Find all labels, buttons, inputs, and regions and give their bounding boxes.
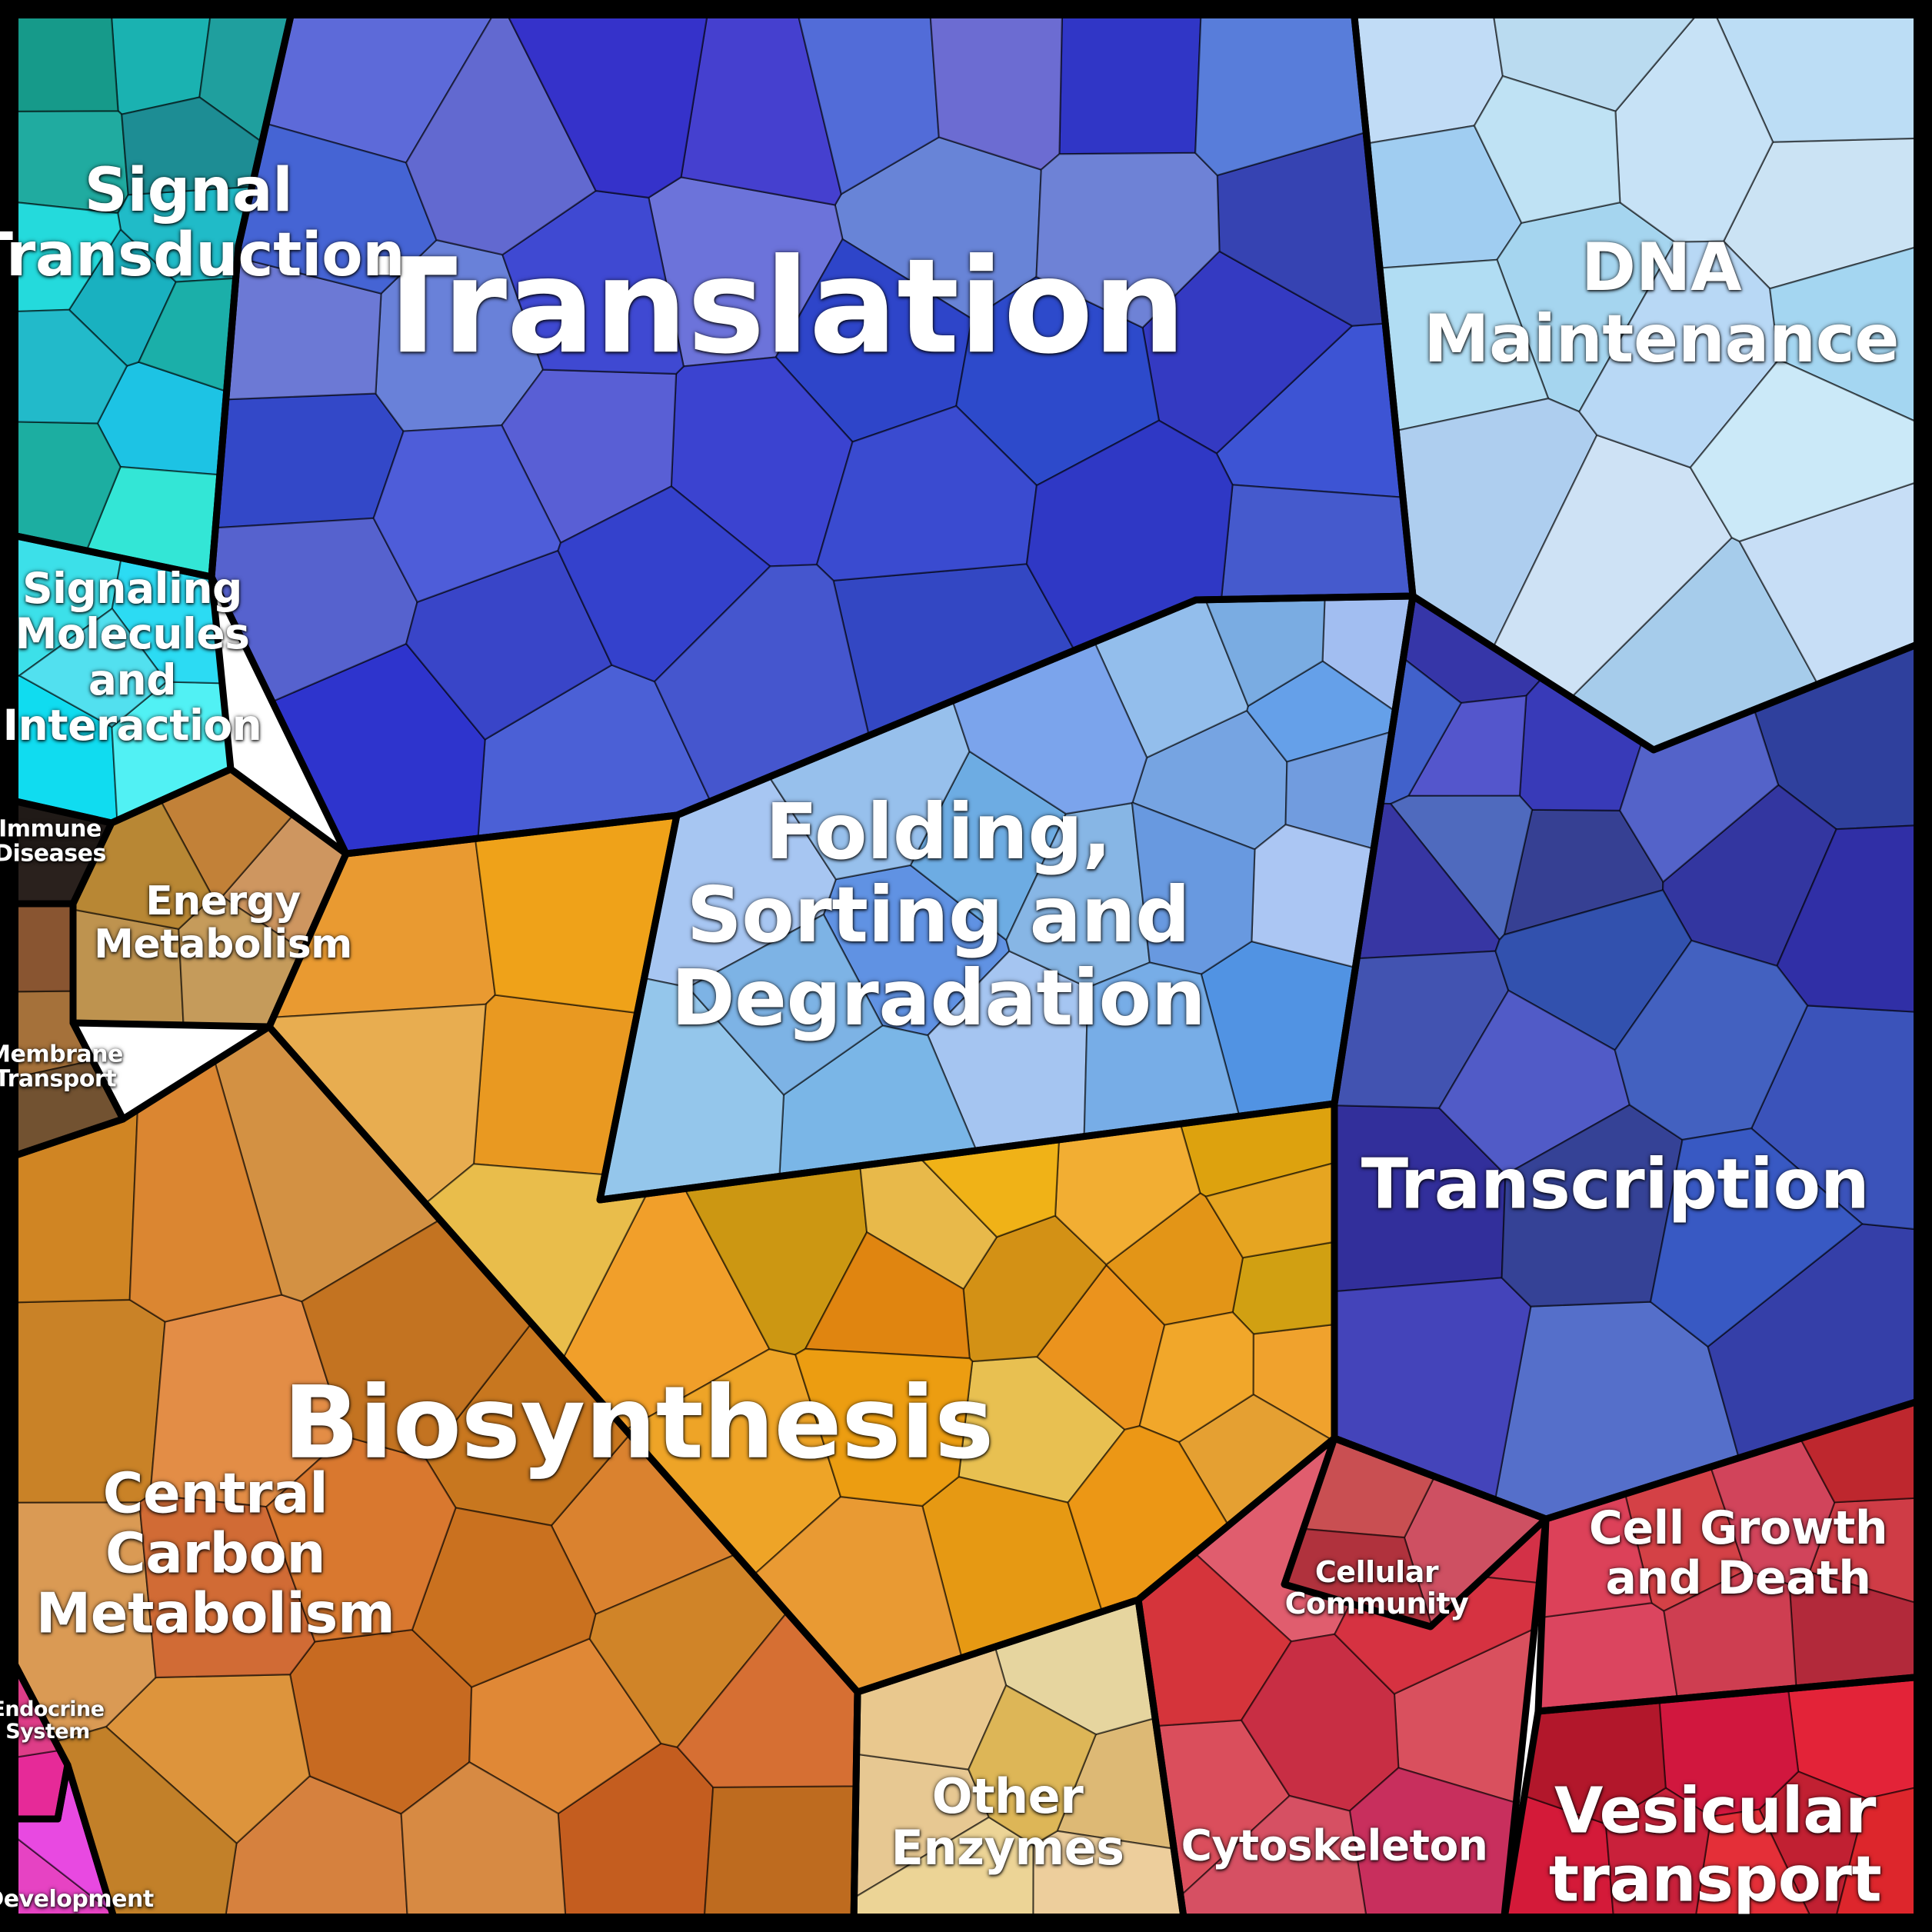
cell: [704, 1786, 856, 1923]
cell: [1059, 9, 1201, 154]
cells-vesicular-transport: [1504, 1677, 1923, 1923]
cells-signaling-molecules: [9, 535, 231, 823]
cell: [1538, 1603, 1677, 1711]
cell: [9, 1300, 165, 1503]
treemap-svg: [0, 0, 1932, 1932]
voronoi-treemap: TranslationDNA MaintenanceSignal Transdu…: [0, 0, 1932, 1932]
cell: [9, 904, 73, 991]
cell: [1221, 485, 1413, 599]
cell: [215, 394, 404, 528]
cell: [9, 9, 118, 112]
cell: [9, 111, 128, 213]
